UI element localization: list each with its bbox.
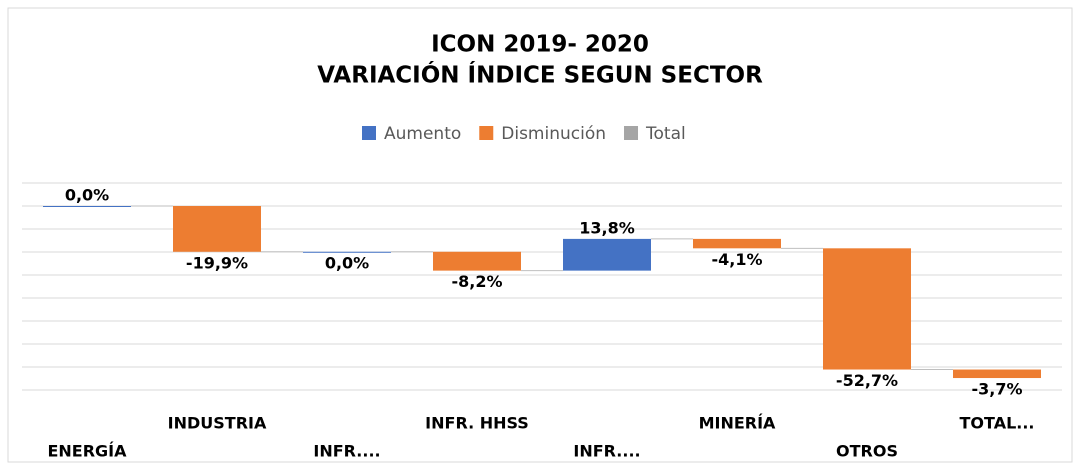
legend-label: Aumento [384, 124, 461, 144]
x-tick-label: MINERÍA [699, 414, 776, 433]
bar [173, 206, 261, 252]
x-tick-label: INFR.... [573, 442, 640, 461]
bar [433, 251, 521, 271]
value-label: -19,9% [186, 253, 248, 272]
legend-label: Disminución [501, 124, 606, 144]
chart-title: VARIACIÓN ÍNDICE SEGUN SECTOR [317, 61, 763, 89]
value-label: -4,1% [711, 250, 762, 269]
bar [303, 251, 391, 253]
legend-swatch [624, 126, 639, 140]
legend-swatch [479, 126, 494, 140]
x-tick-label: INFR.... [313, 442, 380, 461]
chart-title: ICON 2019- 2020 [431, 32, 649, 58]
x-tick-label: TOTAL... [960, 414, 1035, 433]
value-label: -3,7% [971, 380, 1022, 399]
value-label: 0,0% [325, 253, 369, 272]
value-label: -8,2% [451, 272, 502, 291]
legend-label: Total [645, 124, 686, 144]
x-tick-label: OTROS [836, 442, 898, 461]
bar [563, 238, 651, 271]
x-tick-label: ENERGÍA [47, 442, 127, 461]
value-label: -52,7% [836, 371, 898, 390]
bar [953, 369, 1041, 379]
x-tick-label: INFR. HHSS [425, 414, 529, 433]
value-label: 13,8% [579, 218, 635, 237]
value-label: 0,0% [65, 186, 109, 205]
bar [693, 238, 781, 249]
legend-swatch [362, 126, 376, 140]
x-tick-label: INDUSTRIA [168, 414, 267, 433]
bar [43, 206, 131, 207]
bar [823, 248, 911, 370]
